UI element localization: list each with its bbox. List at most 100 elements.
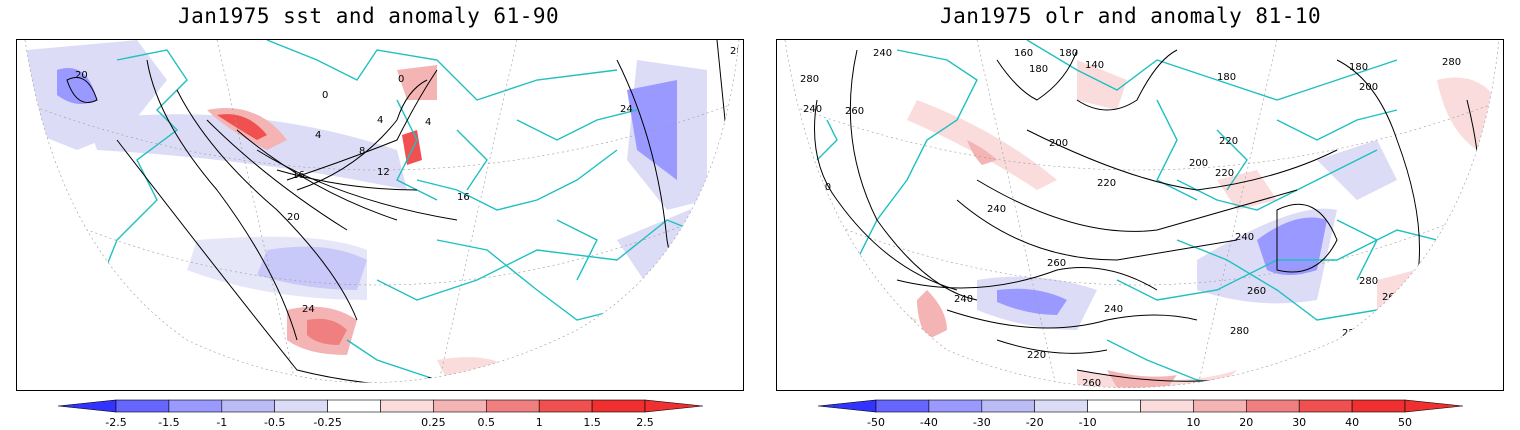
contour-label: 260 <box>1247 286 1266 297</box>
sst-colorbar-svg: -2.5 -1.5 -1 -0.5 -0.25 0.25 0.5 1 1.5 2.5 <box>57 399 704 429</box>
contour-label: 240 <box>987 204 1006 215</box>
colorbar-box <box>485 399 540 413</box>
contour-label: 28 <box>730 46 743 57</box>
colorbar-box <box>168 399 223 413</box>
contour-label: 24 <box>620 104 633 115</box>
contour-label: 260 <box>845 106 864 117</box>
colorbar-tick-label: 0.25 <box>421 416 446 429</box>
colorbar-box <box>1193 399 1247 413</box>
colorbar-arrow-low <box>817 399 877 413</box>
contour-label: 240 <box>792 152 811 163</box>
contour-label: 4 <box>425 117 431 128</box>
contour-label: 12 <box>377 167 390 178</box>
colorbar-box <box>380 399 434 413</box>
contour-label: 180 <box>1059 48 1078 59</box>
contour-label: 200 <box>1189 158 1208 169</box>
olr-coastlines <box>816 40 1478 388</box>
contour-label: 200 <box>1049 138 1068 149</box>
contour-label: 220 <box>1215 168 1234 179</box>
contour-label: 260 <box>1047 258 1066 269</box>
colorbar-box <box>1087 399 1141 413</box>
colorbar-box <box>1140 399 1194 413</box>
colorbar-arrow-high <box>644 399 704 413</box>
colorbar-tick-label: 30 <box>1292 416 1306 429</box>
colorbar-tick-label: -1 <box>216 416 227 429</box>
colorbar-box <box>327 399 381 413</box>
contour-label: 16 <box>292 170 305 181</box>
contour-label: 280 <box>800 74 819 85</box>
colorbar-box <box>115 399 170 413</box>
contour-label: 220 <box>1342 328 1361 339</box>
contour-label: 240 <box>1104 304 1123 315</box>
contour-label: 180 <box>1217 72 1236 83</box>
contour-label: 28 <box>427 376 440 387</box>
colorbar-tick-label: -30 <box>973 416 991 429</box>
contour-label: 240 <box>1382 304 1401 315</box>
sst-map-boundary <box>24 40 740 383</box>
contour-label: 280 <box>1230 326 1249 337</box>
colorbar-box <box>928 399 983 413</box>
contour-label: 240 <box>954 294 973 305</box>
olr-map-canvas: 240 280 160 180 180 140 180 180 200 280 … <box>784 40 1500 389</box>
colorbar-arrow-high <box>1404 399 1464 413</box>
colorbar-arrow-low <box>57 399 117 413</box>
contour-label: 240 <box>1235 232 1254 243</box>
contour-label: 140 <box>1085 60 1104 71</box>
contour-label: 280 <box>1442 57 1461 68</box>
colorbar-tick-label: -50 <box>867 416 885 429</box>
contour-label: 200 <box>1359 82 1378 93</box>
colorbar-box <box>274 399 328 413</box>
colorbar-box <box>1034 399 1088 413</box>
contour-label: 160 <box>1014 48 1033 59</box>
colorbar-box <box>538 399 593 413</box>
contour-label: 240 <box>873 48 892 59</box>
colorbar-box <box>1245 399 1300 413</box>
contour-label: 240 <box>803 104 822 115</box>
contour-label: 24 <box>302 304 315 315</box>
colorbar-tick-label: 0.5 <box>478 416 496 429</box>
contour-label: 16 <box>457 192 470 203</box>
colorbar-tick-label: 50 <box>1398 416 1412 429</box>
contour-label: 260 <box>1382 292 1401 303</box>
colorbar-box <box>981 399 1036 413</box>
contour-label: 260 <box>1082 378 1101 389</box>
contour-label: 20 <box>287 212 300 223</box>
contour-label: 4 <box>377 115 383 126</box>
colorbar-box <box>433 399 487 413</box>
contour-label: 180 <box>1029 64 1048 75</box>
contour-label: 220 <box>1027 350 1046 361</box>
colorbar-tick-label: 1.5 <box>583 416 601 429</box>
olr-graticule <box>785 40 1499 388</box>
olr-colorbar-svg: -50 -40 -30 -20 -10 10 20 30 40 50 <box>817 399 1464 429</box>
colorbar-tick-label: -40 <box>920 416 938 429</box>
colorbar-tick-label: 40 <box>1345 416 1359 429</box>
sst-map-canvas: 20 0 4 4 8 12 16 16 20 24 24 28 28 0 4 <box>24 40 743 387</box>
olr-map-boundary <box>784 40 1500 388</box>
colorbar-tick-label: 20 <box>1239 416 1253 429</box>
olr-map: 240 280 160 180 180 140 180 180 200 280 … <box>776 39 1504 391</box>
colorbar-tick-label: -0.25 <box>313 416 341 429</box>
colorbar-tick-label: -1.5 <box>158 416 179 429</box>
sst-contour-labels: 20 0 4 4 8 12 16 16 20 24 24 28 28 0 4 <box>75 46 743 387</box>
colorbar-box <box>1351 399 1406 413</box>
panel-title-sst: Jan1975 sst and anomaly 61-90 <box>178 4 560 28</box>
contour-label: 0 <box>398 74 404 85</box>
colorbar-tick-label: 1 <box>536 416 543 429</box>
colorbar-box <box>1298 399 1353 413</box>
colorbar-box <box>591 399 646 413</box>
colorbar-tick-label: 2.5 <box>636 416 654 429</box>
sst-coastlines <box>96 40 718 383</box>
sst-colorbar: -2.5 -1.5 -1 -0.5 -0.25 0.25 0.5 1 1.5 2.5 <box>57 398 704 430</box>
contour-label: 220 <box>1097 178 1116 189</box>
colorbar-tick-label: -2.5 <box>105 416 126 429</box>
colorbar-tick-label: -20 <box>1026 416 1044 429</box>
colorbar-tick-label: -0.5 <box>264 416 285 429</box>
colorbar-box <box>875 399 930 413</box>
contour-label: 0 <box>322 90 328 101</box>
contour-label: 20 <box>75 70 88 81</box>
contour-label: 280 <box>1359 276 1378 287</box>
contour-label: 260 <box>812 182 831 193</box>
panel-title-olr: Jan1975 olr and anomaly 81-10 <box>940 4 1322 28</box>
contour-label: 220 <box>1219 136 1238 147</box>
colorbar-tick-label: -10 <box>1079 416 1097 429</box>
